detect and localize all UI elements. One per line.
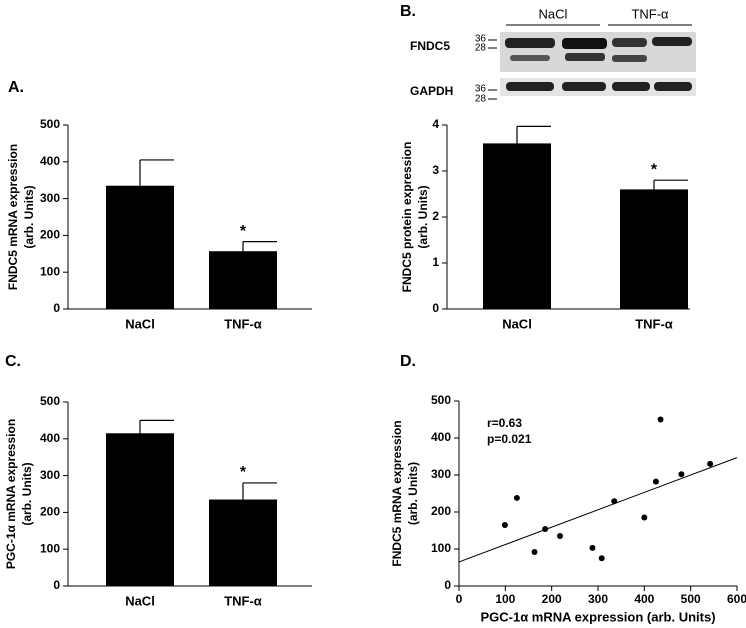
- y-axis-label: (arb. Units): [416, 185, 430, 248]
- blot-row-label: FNDC5: [410, 39, 450, 53]
- bar: [106, 185, 174, 309]
- x-tick-label: NaCl: [125, 316, 155, 331]
- blot-band: [565, 53, 605, 61]
- y-tick-label: 3: [432, 163, 439, 177]
- blot-band: [612, 38, 647, 47]
- blot-band: [562, 38, 607, 49]
- x-tick-label: TNF-α: [224, 593, 262, 608]
- panel-label: B.: [400, 3, 416, 20]
- x-tick-label: TNF-α: [224, 316, 262, 331]
- blot-band: [652, 37, 692, 46]
- point: [611, 498, 618, 505]
- x-tick-label: 500: [681, 592, 701, 606]
- y-tick-label: 500: [431, 393, 451, 407]
- y-tick-label: 500: [40, 394, 60, 408]
- bar: [620, 189, 688, 309]
- y-tick-label: 300: [40, 191, 60, 205]
- y-tick-label: 200: [431, 504, 451, 518]
- significance-marker: *: [240, 464, 247, 481]
- point: [678, 471, 685, 478]
- blot-marker: 36: [475, 34, 487, 45]
- blot-group: TNF-α: [631, 6, 669, 21]
- annotation: r=0.63: [487, 416, 522, 430]
- point: [513, 494, 520, 501]
- blot-group: NaCl: [539, 6, 568, 21]
- x-tick-label: 200: [542, 592, 562, 606]
- point: [557, 533, 564, 540]
- panel-label: A.: [8, 79, 24, 96]
- y-tick-label: 100: [431, 541, 451, 555]
- y-axis-label: (arb. Units): [22, 185, 36, 248]
- blot-band: [612, 82, 650, 91]
- bar: [209, 499, 277, 586]
- blot-band: [654, 82, 692, 91]
- y-tick-label: 300: [40, 468, 60, 482]
- x-tick-label: NaCl: [125, 593, 155, 608]
- x-axis-label: PGC-1α mRNA expression (arb. Units): [480, 609, 715, 624]
- point: [542, 526, 549, 533]
- y-axis-label: PGC-1α mRNA expression: [4, 419, 18, 569]
- y-axis-label: FNDC5 mRNA expression: [6, 144, 20, 290]
- western-blot: NaCl TNF-α FNDC5 36 28 GAPDH 36 28: [410, 6, 696, 105]
- y-tick-label: 200: [40, 505, 60, 519]
- point: [652, 478, 659, 485]
- annotation: p=0.021: [487, 432, 532, 446]
- point: [707, 460, 714, 467]
- y-tick-label: 400: [40, 154, 60, 168]
- significance-marker: *: [651, 161, 658, 178]
- blot-band: [612, 55, 647, 62]
- fit-line: [458, 457, 738, 563]
- x-tick-label: 300: [588, 592, 608, 606]
- x-tick-label: 100: [495, 592, 515, 606]
- blot-marker: 28: [475, 43, 487, 54]
- point: [531, 548, 538, 555]
- point: [657, 416, 664, 423]
- panel-label: C.: [5, 353, 21, 370]
- x-tick-label: 400: [634, 592, 654, 606]
- y-tick-label: 0: [53, 578, 60, 592]
- blot-marker: 28: [475, 94, 487, 105]
- y-tick-label: 400: [431, 430, 451, 444]
- y-axis-label: FNDC5 mRNA expression: [390, 420, 404, 566]
- bar: [209, 251, 277, 309]
- y-axis-label: (arb. Units): [20, 462, 34, 525]
- x-tick-label: 0: [456, 592, 463, 606]
- point: [501, 521, 508, 528]
- blot-band: [506, 82, 554, 91]
- x-tick-label: TNF-α: [635, 316, 673, 331]
- blot-band: [562, 82, 606, 91]
- y-tick-label: 2: [432, 209, 439, 223]
- point: [598, 555, 605, 562]
- y-tick-label: 300: [431, 467, 451, 481]
- y-tick-label: 100: [40, 264, 60, 278]
- y-tick-label: 0: [432, 301, 439, 315]
- blot-band: [505, 38, 555, 48]
- bar: [106, 433, 174, 586]
- x-tick-label: 600: [727, 592, 746, 606]
- bar: [483, 143, 551, 309]
- y-tick-label: 200: [40, 228, 60, 242]
- y-tick-label: 1: [432, 255, 439, 269]
- point: [589, 544, 596, 551]
- point: [641, 514, 648, 521]
- blot-marker: 36: [475, 84, 487, 95]
- y-tick-label: 0: [53, 301, 60, 315]
- y-tick-label: 500: [40, 117, 60, 131]
- blot-band: [510, 55, 550, 61]
- panel-label: D.: [400, 353, 416, 370]
- y-axis-label: FNDC5 protein expression: [400, 142, 414, 293]
- y-tick-label: 100: [40, 541, 60, 555]
- y-tick-label: 4: [432, 117, 439, 131]
- significance-marker: *: [240, 223, 247, 240]
- y-tick-label: 400: [40, 431, 60, 445]
- blot-row-label: GAPDH: [410, 84, 453, 98]
- x-tick-label: NaCl: [502, 316, 532, 331]
- y-tick-label: 0: [444, 578, 451, 592]
- y-axis-label: (arb. Units): [406, 462, 420, 525]
